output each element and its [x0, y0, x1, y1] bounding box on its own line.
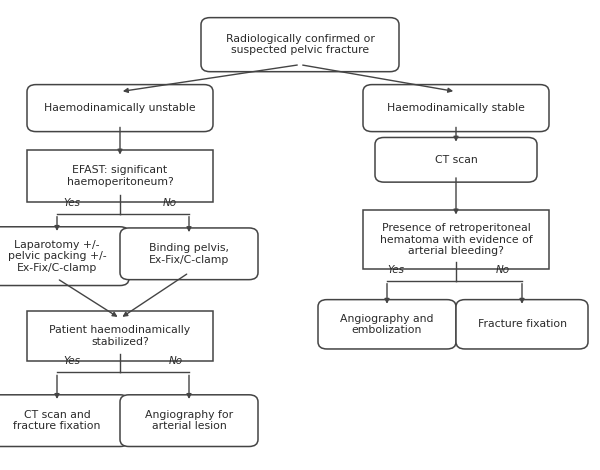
- Text: No: No: [169, 356, 183, 367]
- FancyBboxPatch shape: [0, 227, 129, 285]
- FancyBboxPatch shape: [0, 395, 129, 446]
- Text: Yes: Yes: [63, 356, 80, 367]
- Text: Yes: Yes: [63, 198, 80, 208]
- Text: Presence of retroperitoneal
hematoma with evidence of
arterial bleeding?: Presence of retroperitoneal hematoma wit…: [380, 223, 532, 256]
- Text: Laparotomy +/-
pelvic packing +/-
Ex-Fix/C-clamp: Laparotomy +/- pelvic packing +/- Ex-Fix…: [8, 240, 106, 273]
- FancyBboxPatch shape: [27, 150, 213, 202]
- Text: Angiography for
arterial lesion: Angiography for arterial lesion: [145, 410, 233, 431]
- FancyBboxPatch shape: [120, 395, 258, 446]
- Text: Yes: Yes: [387, 265, 404, 274]
- FancyBboxPatch shape: [27, 312, 213, 361]
- Text: Radiologically confirmed or
suspected pelvic fracture: Radiologically confirmed or suspected pe…: [226, 34, 374, 55]
- FancyBboxPatch shape: [120, 228, 258, 280]
- FancyBboxPatch shape: [318, 300, 456, 349]
- Text: CT scan: CT scan: [434, 155, 478, 165]
- Text: Haemodinamically unstable: Haemodinamically unstable: [44, 103, 196, 113]
- FancyBboxPatch shape: [363, 85, 549, 132]
- FancyBboxPatch shape: [363, 211, 549, 269]
- Text: No: No: [496, 265, 510, 274]
- FancyBboxPatch shape: [27, 85, 213, 132]
- Text: Fracture fixation: Fracture fixation: [478, 319, 566, 329]
- Text: CT scan and
fracture fixation: CT scan and fracture fixation: [13, 410, 101, 431]
- FancyBboxPatch shape: [456, 300, 588, 349]
- FancyBboxPatch shape: [375, 137, 537, 182]
- Text: Binding pelvis,
Ex-Fix/C-clamp: Binding pelvis, Ex-Fix/C-clamp: [149, 243, 229, 265]
- Text: EFAST: significant
haemoperitoneum?: EFAST: significant haemoperitoneum?: [67, 165, 173, 187]
- FancyBboxPatch shape: [201, 17, 399, 71]
- Text: Angiography and
embolization: Angiography and embolization: [340, 313, 434, 335]
- Text: Haemodinamically stable: Haemodinamically stable: [387, 103, 525, 113]
- Text: No: No: [163, 198, 177, 208]
- Text: Patient haemodinamically
stabilized?: Patient haemodinamically stabilized?: [49, 325, 191, 347]
